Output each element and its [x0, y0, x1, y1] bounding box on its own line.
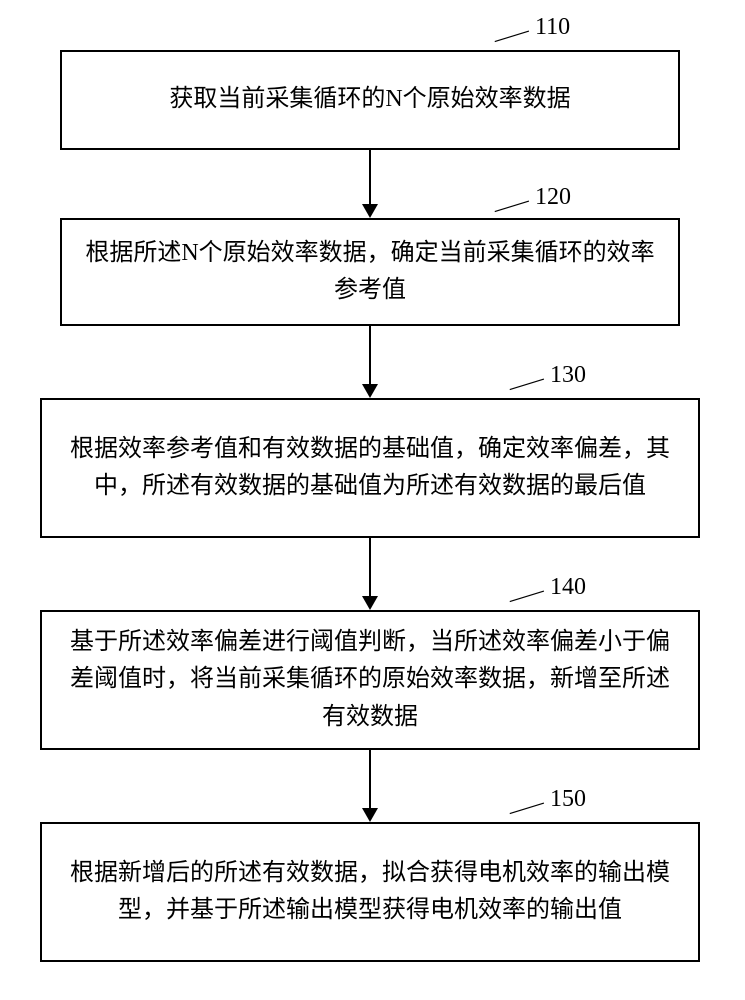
arrow-head-icon [362, 384, 378, 398]
step-label-140: 140 [550, 574, 586, 601]
flow-node-text: 根据所述N个原始效率数据，确定当前采集循环的效率参考值 [82, 235, 658, 309]
flow-node-130: 根据效率参考值和有效数据的基础值，确定效率偏差，其中，所述有效数据的基础值为所述… [40, 398, 700, 538]
flow-node-text: 基于所述效率偏差进行阈值判断，当所述效率偏差小于偏差阈值时，将当前采集循环的原始… [62, 624, 678, 736]
arrow-line [369, 538, 371, 596]
flow-node-120: 根据所述N个原始效率数据，确定当前采集循环的效率参考值 [60, 218, 680, 326]
step-label-130: 130 [550, 362, 586, 389]
arrow-head-icon [362, 596, 378, 610]
step-label-110: 110 [535, 14, 570, 41]
arrow-head-icon [362, 808, 378, 822]
flow-node-150: 根据新增后的所述有效数据，拟合获得电机效率的输出模型，并基于所述输出模型获得电机… [40, 822, 700, 962]
flow-node-text: 根据效率参考值和有效数据的基础值，确定效率偏差，其中，所述有效数据的基础值为所述… [62, 431, 678, 505]
flow-node-text: 获取当前采集循环的N个原始效率数据 [169, 81, 570, 118]
flow-node-140: 基于所述效率偏差进行阈值判断，当所述效率偏差小于偏差阈值时，将当前采集循环的原始… [40, 610, 700, 750]
arrow-line [369, 750, 371, 808]
arrow-head-icon [362, 204, 378, 218]
flow-node-110: 获取当前采集循环的N个原始效率数据 [60, 50, 680, 150]
arrow-line [369, 150, 371, 204]
step-label-120: 120 [535, 184, 571, 211]
flow-node-text: 根据新增后的所述有效数据，拟合获得电机效率的输出模型，并基于所述输出模型获得电机… [62, 855, 678, 929]
step-label-150: 150 [550, 786, 586, 813]
arrow-line [369, 326, 371, 384]
flowchart-canvas: 获取当前采集循环的N个原始效率数据110／根据所述N个原始效率数据，确定当前采集… [0, 0, 745, 1000]
